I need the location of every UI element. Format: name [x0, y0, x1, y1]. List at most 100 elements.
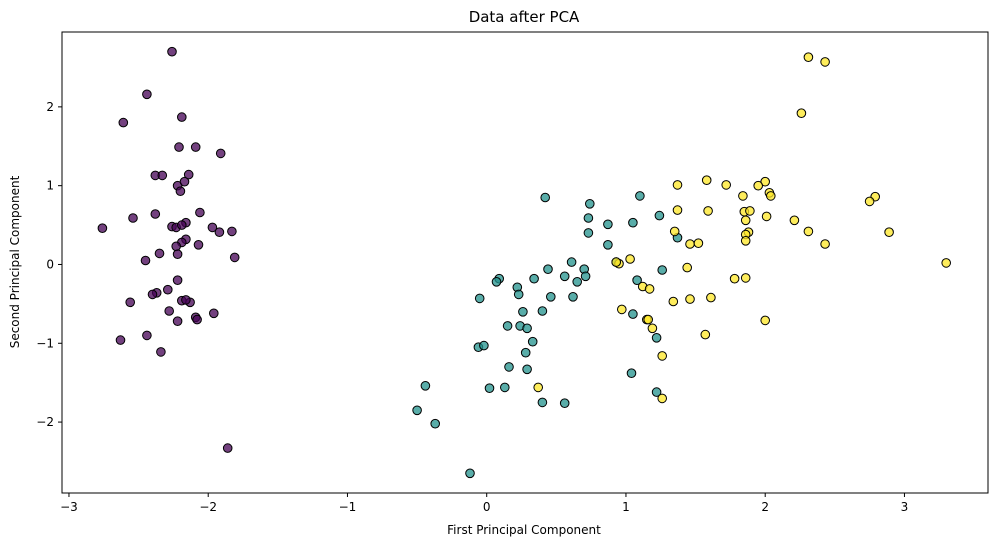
data-point-cluster-3-3: [796, 108, 807, 118]
data-point-cluster-2-35: [527, 336, 538, 347]
data-point-cluster-1-14: [97, 223, 108, 233]
data-point-cluster-3-28: [693, 238, 704, 248]
data-point-cluster-1-30: [172, 249, 183, 259]
data-point-cluster-3-39: [706, 292, 716, 303]
x-tick-label: 2: [761, 500, 769, 514]
data-point-cluster-2-2: [635, 191, 645, 201]
data-point-cluster-3-15: [703, 206, 713, 216]
data-point-cluster-2-38: [520, 347, 531, 358]
data-point-cluster-2-19: [572, 277, 583, 287]
data-point-cluster-1-10: [183, 169, 194, 180]
data-point-cluster-2-44: [500, 382, 510, 393]
data-point-cluster-1-28: [171, 241, 181, 252]
points-layer: [97, 46, 952, 479]
data-point-cluster-2-1: [540, 192, 551, 203]
y-tick-label: 1: [46, 179, 54, 193]
data-point-cluster-1-17: [195, 207, 205, 218]
x-tick-label: 1: [622, 500, 630, 514]
data-point-cluster-1-4: [177, 112, 187, 122]
data-point-cluster-1-15: [128, 213, 138, 223]
data-point-cluster-1-1: [167, 46, 177, 57]
data-point-cluster-3-32: [611, 257, 622, 267]
x-tick-label: −2: [199, 500, 217, 514]
data-point-cluster-1-46: [142, 330, 152, 341]
data-point-cluster-1-43: [192, 314, 202, 325]
data-point-cluster-3-10: [766, 191, 776, 201]
data-point-cluster-2-43: [484, 383, 495, 394]
data-point-cluster-2-27: [474, 293, 485, 304]
data-point-cluster-3-40: [685, 294, 695, 304]
data-point-cluster-1-40: [181, 295, 191, 305]
data-point-cluster-3-17: [745, 206, 755, 216]
data-point-cluster-1-37: [125, 297, 135, 308]
data-point-cluster-3-44: [643, 314, 654, 325]
data-point-cluster-1-41: [164, 306, 174, 316]
data-point-cluster-2-42: [420, 381, 431, 391]
data-point-cluster-3-33: [625, 254, 635, 264]
data-point-cluster-2-39: [504, 362, 514, 372]
x-tick-label: 0: [483, 500, 491, 514]
chart-title: Data after PCA: [469, 8, 580, 26]
x-tick-label: 3: [901, 500, 909, 514]
data-point-cluster-2-28: [518, 307, 528, 317]
data-point-cluster-1-24: [227, 226, 237, 237]
x-axis-ticks: −3 −2 −1 0 1 2 3: [60, 493, 908, 514]
data-point-cluster-1-2: [142, 89, 152, 100]
data-point-cluster-3-48: [657, 351, 668, 361]
x-axis-label: First Principal Component: [447, 523, 601, 537]
data-point-cluster-3-35: [729, 273, 740, 284]
data-point-cluster-2-46: [537, 397, 548, 408]
data-point-cluster-1-34: [163, 284, 173, 295]
data-point-cluster-2-22: [632, 275, 642, 286]
data-point-cluster-2-5: [654, 210, 665, 221]
data-point-cluster-3-30: [941, 258, 952, 268]
data-point-cluster-3-6: [672, 180, 683, 190]
data-point-cluster-1-36: [147, 289, 158, 300]
data-point-cluster-3-19: [740, 215, 751, 226]
y-axis-ticks: −2 −1 0 1 2: [36, 100, 62, 429]
data-point-cluster-2-34: [651, 333, 662, 343]
data-point-cluster-3-1: [803, 52, 814, 63]
data-point-cluster-1-47: [115, 335, 126, 345]
data-point-cluster-2-24: [513, 289, 524, 300]
data-point-cluster-1-31: [140, 255, 151, 266]
data-point-cluster-3-38: [644, 284, 655, 294]
data-point-cluster-1-16: [150, 209, 161, 219]
data-point-cluster-2-7: [603, 219, 613, 230]
y-tick-label: 0: [46, 257, 54, 271]
data-point-cluster-2-30: [628, 309, 638, 319]
data-point-cluster-1-21: [177, 220, 187, 230]
data-point-cluster-3-27: [685, 239, 695, 249]
data-point-cluster-3-8: [753, 180, 764, 191]
data-point-cluster-3-5: [760, 176, 771, 187]
data-point-cluster-2-10: [603, 240, 613, 250]
data-point-cluster-1-49: [222, 443, 233, 453]
data-point-cluster-2-29: [537, 306, 548, 316]
data-point-cluster-3-18: [761, 211, 772, 222]
data-point-cluster-1-7: [190, 142, 201, 152]
data-point-cluster-1-13: [175, 186, 186, 196]
data-point-cluster-2-50: [465, 468, 475, 479]
data-point-cluster-3-25: [884, 227, 894, 237]
data-point-cluster-1-44: [209, 308, 219, 319]
data-point-cluster-1-5: [215, 148, 226, 159]
data-point-cluster-1-6: [174, 142, 184, 152]
data-point-cluster-1-23: [214, 227, 225, 237]
y-tick-label: −2: [36, 415, 54, 429]
x-tick-label: −3: [60, 500, 78, 514]
data-point-cluster-2-37: [479, 340, 489, 351]
data-point-cluster-2-15: [657, 265, 668, 275]
data-point-cluster-2-40: [522, 364, 532, 375]
data-point-cluster-2-47: [559, 398, 570, 409]
data-point-cluster-1-48: [156, 347, 166, 357]
data-point-cluster-3-26: [740, 236, 751, 246]
data-point-cluster-2-31: [502, 321, 513, 331]
data-point-cluster-1-45: [172, 316, 183, 327]
data-point-cluster-3-50: [657, 393, 668, 404]
data-point-cluster-3-13: [864, 196, 875, 207]
data-point-cluster-3-49: [533, 382, 544, 393]
data-point-cluster-3-4: [701, 175, 712, 185]
data-point-cluster-3-46: [647, 323, 658, 334]
data-point-cluster-2-16: [529, 273, 539, 284]
